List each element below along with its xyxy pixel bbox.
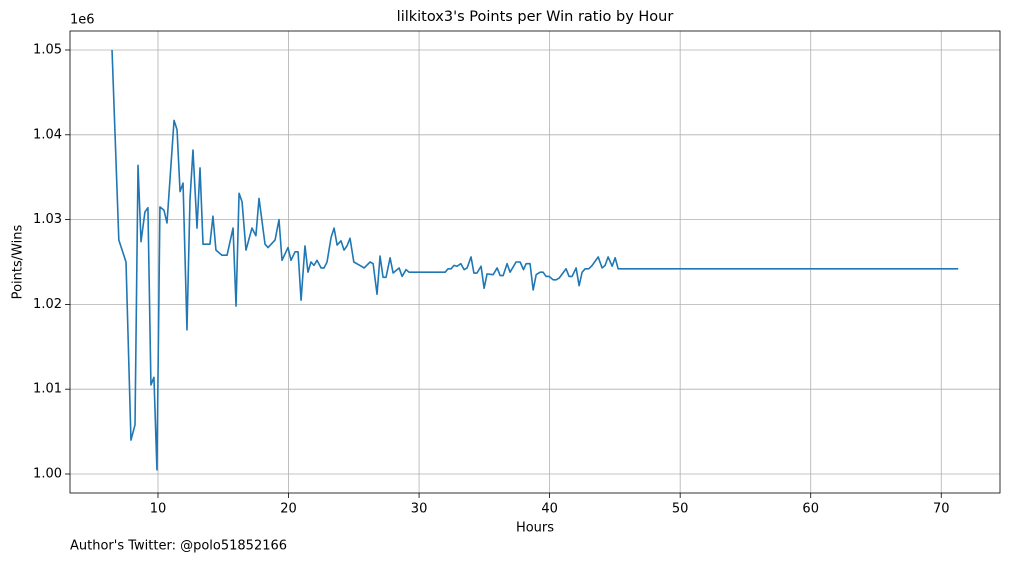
x-tick-label: 60 — [802, 502, 819, 517]
x-axis-label: Hours — [516, 521, 554, 536]
x-tick-label: 70 — [933, 502, 950, 517]
x-tick-label: 40 — [541, 502, 558, 517]
y-offset-label: 1e6 — [70, 13, 95, 28]
x-tick-label: 10 — [150, 502, 167, 517]
y-tick-label: 1.05 — [33, 42, 62, 57]
line-series — [111, 49, 959, 471]
chart-title: lilkitox3's Points per Win ratio by Hour — [397, 9, 674, 25]
footer: Author's Twitter: @polo51852166 — [70, 539, 287, 554]
y-tick-label: 1.02 — [33, 297, 62, 312]
y-tick-label: 1.03 — [33, 212, 62, 227]
y-tick-label: 1.04 — [33, 127, 62, 142]
y-axis-label: Points/Wins — [11, 224, 26, 299]
x-tick-label: 20 — [280, 502, 297, 517]
y-tick-label: 1.01 — [33, 382, 62, 397]
y-tick-label: 1.00 — [33, 467, 62, 482]
x-tick-label: 30 — [411, 502, 428, 517]
plot-frame — [69, 30, 1001, 494]
x-tick-label: 50 — [672, 502, 689, 517]
